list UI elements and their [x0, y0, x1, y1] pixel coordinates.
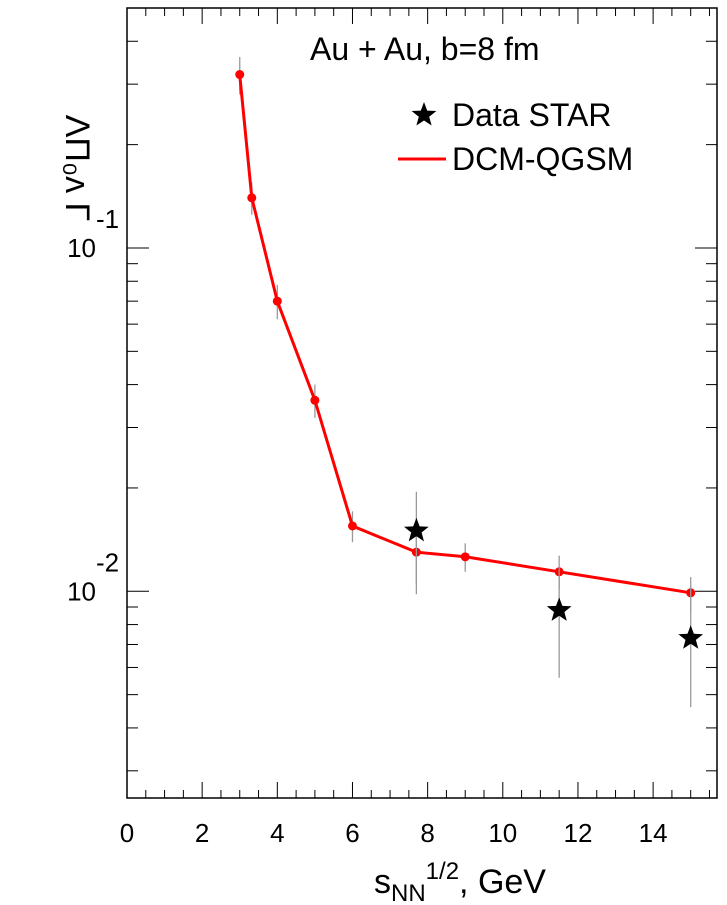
star-point: [404, 517, 429, 542]
data-point: [347, 521, 357, 531]
star-point: [546, 597, 572, 621]
data-point: [460, 552, 470, 562]
legend-label: Data STAR: [452, 97, 611, 133]
annotation: Au + Au, b=8 fm: [310, 31, 539, 67]
x-tick-label: 12: [563, 818, 592, 848]
legend-label: DCM-QGSM: [452, 141, 633, 177]
series-dcm-qgsm: [235, 56, 696, 611]
y-axis-title-group: ΛΠ₀ᴧ Γ: [58, 115, 96, 222]
data-point: [235, 70, 245, 80]
y-tick-label-base: 10: [67, 233, 96, 263]
y-tick-label-base: 10: [67, 576, 96, 606]
x-tick-label: 0: [120, 818, 134, 848]
data-point: [247, 193, 257, 203]
x-tick-label: 4: [270, 818, 284, 848]
plot-frame: [126, 7, 718, 799]
data-point: [272, 296, 282, 306]
x-axis-title-text: sNN1/2, GeV: [374, 858, 546, 905]
star-point: [678, 625, 704, 649]
x-tick-label: 10: [488, 818, 517, 848]
legend: Data STAR DCM-QGSM: [398, 97, 633, 177]
x-axis-title: sNN1/2, GeV: [374, 858, 546, 905]
y-tick-label-exponent: -1: [96, 204, 119, 234]
y-axis-title: ΛΠ₀ᴧ Γ: [58, 115, 96, 222]
legend-star-marker: [411, 102, 437, 126]
x-tick-label: 14: [639, 818, 668, 848]
annotation-text: Au + Au, b=8 fm: [310, 31, 539, 67]
series-data-star: [404, 491, 704, 708]
y-axis-title-text: ΛΠ₀ᴧ Γ: [58, 115, 96, 222]
x-tick-label: 2: [195, 818, 209, 848]
data-point: [310, 395, 320, 405]
y-tick-label-exponent: -2: [96, 547, 119, 577]
axis-ticks: [126, 7, 717, 798]
series-layer: [235, 56, 704, 708]
x-tick-label: 8: [420, 818, 434, 848]
x-tick-label: 6: [345, 818, 359, 848]
